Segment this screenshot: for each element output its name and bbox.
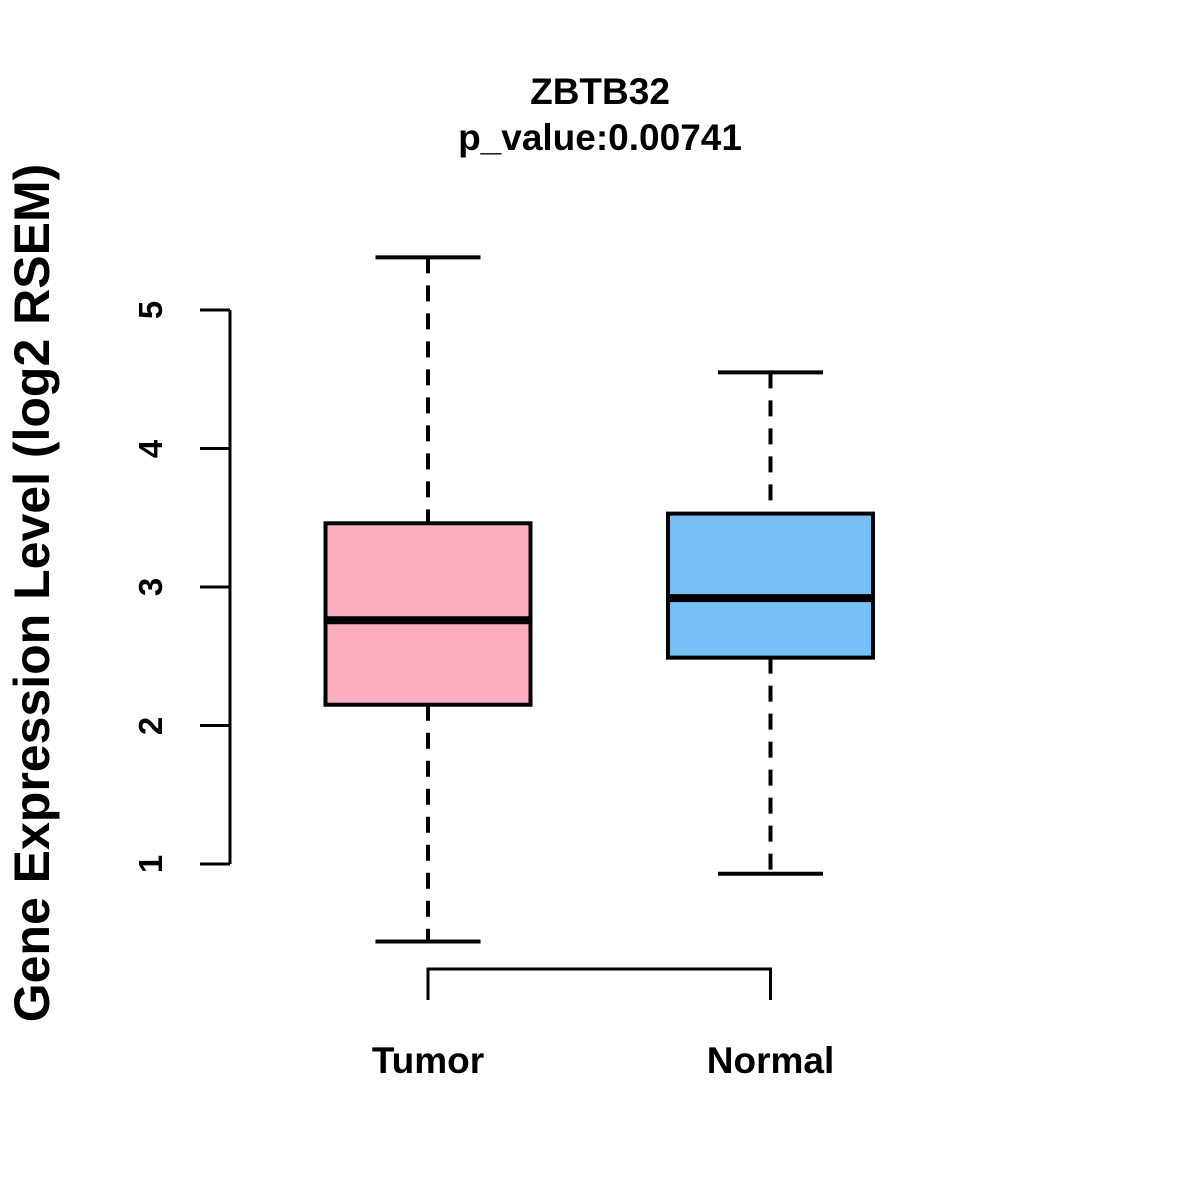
y-tick-label: 2	[132, 716, 169, 735]
category-label-tumor: Tumor	[371, 1040, 485, 1081]
chart-title: ZBTB32	[530, 71, 670, 112]
chart-subtitle: p_value:0.00741	[458, 117, 742, 158]
y-tick-label: 1	[132, 854, 169, 874]
box-normal	[666, 511, 875, 660]
category-label-normal: Normal	[706, 1040, 835, 1081]
x-axis-bracket	[426, 967, 772, 1000]
y-axis-label: Gene Expression Level (log2 RSEM)	[4, 163, 60, 1023]
y-tick-label: 5	[132, 300, 169, 320]
y-tick-label: 4	[132, 439, 169, 458]
box-tumor	[323, 521, 533, 707]
y-tick-label: 3	[132, 577, 169, 597]
